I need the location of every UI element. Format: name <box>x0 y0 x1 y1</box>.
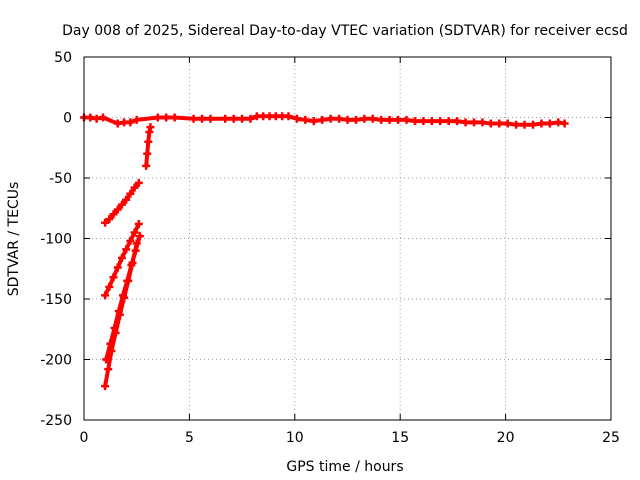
series-3 <box>101 219 143 300</box>
y-tick-label: -100 <box>40 232 72 248</box>
x-tick-label: 5 <box>185 430 194 446</box>
series-trace <box>103 221 141 298</box>
y-tick-label: 0 <box>63 111 72 127</box>
series-trace <box>144 125 153 168</box>
chart-title: Day 008 of 2025, Sidereal Day-to-day VTE… <box>62 23 628 39</box>
y-tick-label: -250 <box>40 413 72 429</box>
plot-frame <box>83 56 612 421</box>
x-tick-label: 15 <box>391 430 409 446</box>
y-tick-label: -200 <box>40 353 72 369</box>
series-1 <box>142 123 155 170</box>
series-2 <box>101 178 143 227</box>
data-points <box>80 112 569 391</box>
x-axis-label: GPS time / hours <box>286 459 403 475</box>
series-5 <box>101 239 141 391</box>
y-tick-label: -50 <box>49 171 72 187</box>
x-tick-label: 20 <box>497 430 515 446</box>
x-tick-label: 10 <box>286 430 304 446</box>
series-trace <box>103 180 141 225</box>
y-tick-label: -150 <box>40 292 72 308</box>
y-tick-label: 50 <box>54 50 72 66</box>
x-tick-label: 25 <box>602 430 620 446</box>
y-axis-label: SDTVAR / TECUs <box>6 182 22 297</box>
series-trace <box>103 241 139 389</box>
series-trace <box>82 114 567 127</box>
series-0 <box>80 112 569 129</box>
grid <box>84 57 611 420</box>
x-tick-label: 0 <box>80 430 89 446</box>
axes: 0 5 10 15 20 25 -250 -200 -150 -100 -50 0 50 <box>40 50 620 446</box>
